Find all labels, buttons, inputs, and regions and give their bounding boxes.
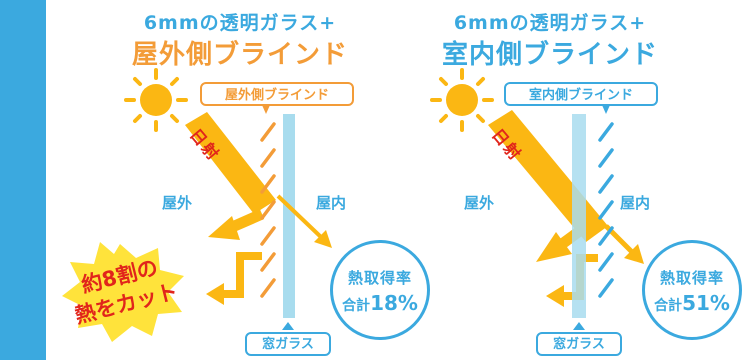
inside-label-2: 屋内 (620, 194, 651, 212)
heat-gain-label-2: 熱取得率 (659, 269, 724, 287)
panel-2-graphics (430, 68, 644, 330)
glass-pane-2 (572, 114, 586, 318)
glass-label-1: 窓ガラス (245, 332, 331, 356)
heat-gain-prefix-1: 合計 (342, 298, 371, 314)
glass-pane-1 (283, 114, 295, 318)
inside-blind-callout: 室内側ブラインド (504, 82, 658, 106)
sun-icon-1 (124, 68, 188, 132)
heat-gain-value-1: 18% (370, 291, 418, 315)
starburst-shape (62, 242, 184, 342)
sunlight-beam-1 (185, 112, 276, 214)
panel-2-title-line1: 6mmの透明ガラス+ (453, 12, 647, 34)
outside-blind-slats (260, 122, 276, 298)
heat-gain-circle-2: 熱取得率 合計51% (642, 240, 742, 340)
reflect-arrowhead-1a (208, 216, 240, 240)
left-accent-stripe (0, 0, 46, 360)
heat-gain-prefix-2: 合計 (654, 298, 683, 314)
reflect-arrow-1b (224, 252, 262, 298)
outside-label-1: 屋外 (162, 194, 193, 212)
inside-label-1: 屋内 (316, 194, 347, 212)
panel-2-title-line2: 室内側ブラインド (441, 40, 658, 70)
heat-gain-label-1: 熱取得率 (347, 269, 412, 287)
reflect-arrowhead-1b (206, 283, 224, 305)
panel-1-title-line2: 屋外側ブラインド (131, 40, 348, 70)
inside-blind-slats (598, 122, 614, 298)
panel-1-graphics (124, 68, 332, 330)
glass-label-2: 窓ガラス (536, 332, 622, 356)
heat-gain-circle-1: 熱取得率 合計18% (330, 240, 430, 340)
heat-gain-value-2: 51% (682, 291, 730, 315)
sun-icon-2 (430, 68, 494, 132)
transmit-arrow-1 (276, 194, 324, 240)
outside-label-2: 屋外 (464, 194, 495, 212)
panel-1-title-line1: 6mmの透明ガラス+ (143, 12, 337, 34)
outside-blind-callout: 屋外側ブラインド (200, 82, 354, 106)
reflect-arrow-1a (227, 208, 265, 234)
